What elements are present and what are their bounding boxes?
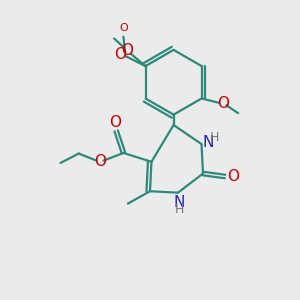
Text: H: H [210,131,220,144]
Text: H: H [175,203,184,216]
Text: O: O [109,115,121,130]
Text: N: N [174,195,185,210]
Text: O: O [115,47,127,62]
Text: O: O [121,43,133,58]
Text: O: O [227,169,239,184]
Text: O: O [217,96,229,111]
Text: N: N [202,135,214,150]
Text: O: O [119,23,128,33]
Text: O: O [94,154,106,169]
